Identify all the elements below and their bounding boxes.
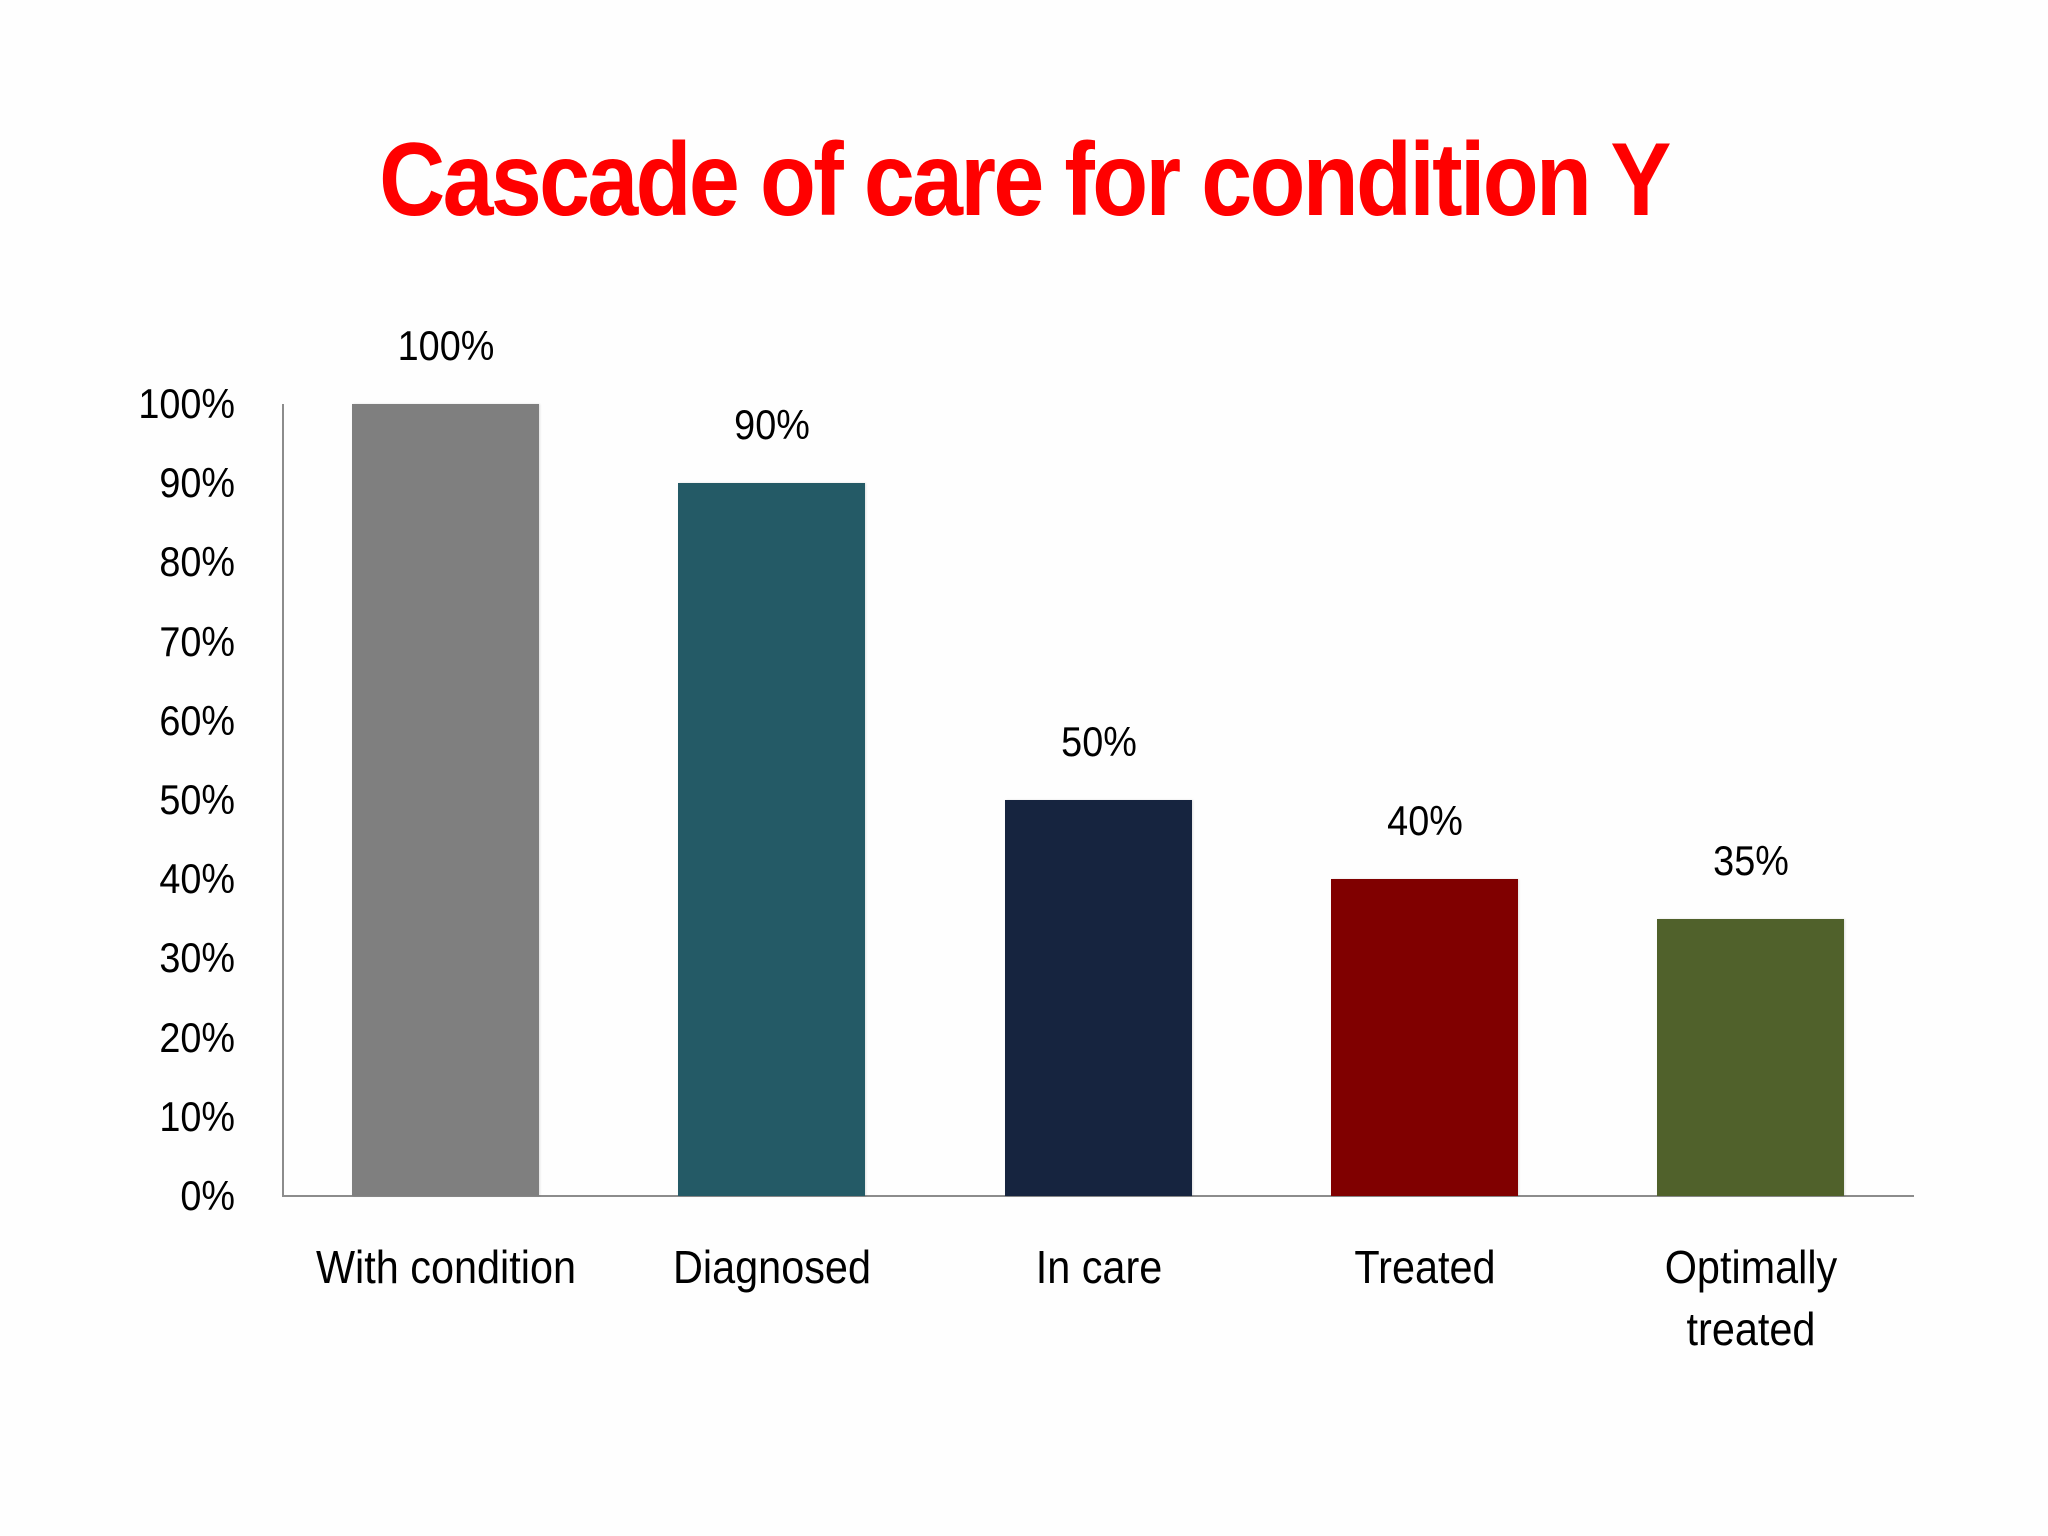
bar-diagnosed: [678, 483, 865, 1196]
x-category-label: With condition: [315, 1241, 576, 1293]
data-label: 100%: [397, 322, 494, 369]
bar-optimally-treated: [1657, 919, 1844, 1196]
y-tick-label: 0%: [180, 1172, 235, 1219]
bar-treated: [1331, 879, 1518, 1196]
data-label: 50%: [1060, 718, 1137, 765]
y-tick-label: 50%: [159, 776, 235, 823]
y-tick-label: 20%: [159, 1014, 235, 1061]
chart-title: Cascade of care for condition Y: [379, 122, 1671, 238]
y-tick-label: 60%: [159, 697, 235, 744]
data-label: 40%: [1386, 797, 1463, 844]
y-tick-label: 80%: [159, 538, 235, 585]
y-tick-label: 90%: [159, 459, 235, 506]
y-tick-label: 10%: [159, 1093, 235, 1140]
x-category-label: Optimally treated: [1664, 1241, 1837, 1355]
x-category-label: Diagnosed: [672, 1241, 871, 1293]
data-label: 35%: [1712, 837, 1789, 884]
data-label: 90%: [733, 401, 810, 448]
y-tick-label: 70%: [159, 618, 235, 665]
y-tick-label: 100%: [138, 380, 235, 427]
x-axis-line: [282, 1195, 1914, 1197]
x-category-label: Treated: [1353, 1241, 1496, 1293]
y-tick-label: 30%: [159, 934, 235, 981]
bar-with-condition: [352, 404, 539, 1196]
y-tick-label: 40%: [159, 855, 235, 902]
x-category-label: In care: [1035, 1241, 1162, 1293]
bar-in-care: [1005, 800, 1192, 1196]
y-axis-line: [282, 404, 284, 1197]
